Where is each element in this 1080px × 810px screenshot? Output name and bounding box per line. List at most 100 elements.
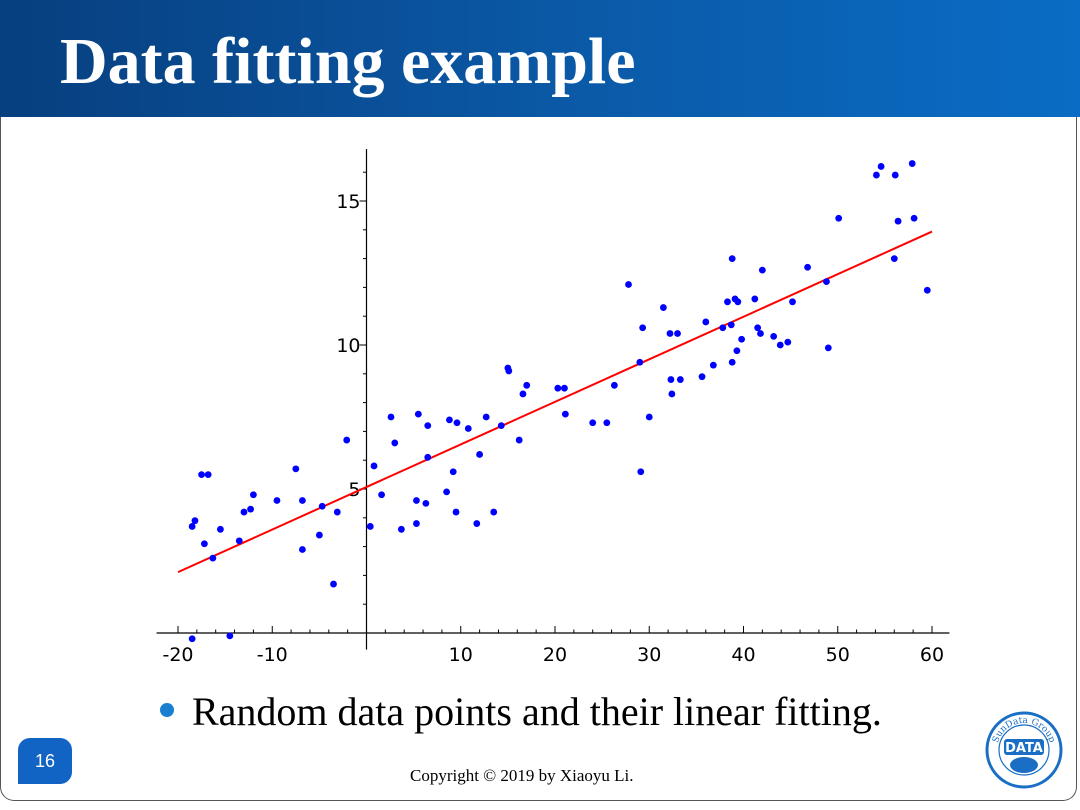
x-tick-label: 30 (637, 644, 661, 666)
data-point (758, 266, 766, 274)
data-point (770, 332, 778, 340)
data-point (413, 497, 420, 504)
data-point (734, 298, 742, 306)
data-point (637, 468, 645, 476)
data-point (639, 324, 647, 332)
data-point (554, 384, 562, 392)
data-point (674, 330, 681, 337)
data-point (645, 413, 653, 421)
data-point (200, 540, 208, 548)
data-point (235, 537, 243, 545)
data-point (659, 304, 667, 311)
data-point (603, 419, 611, 427)
data-point (387, 413, 395, 421)
data-point (894, 217, 902, 225)
data-point (343, 436, 351, 444)
data-point (188, 523, 196, 530)
data-point (391, 439, 399, 447)
data-point (890, 255, 898, 262)
data-point (519, 390, 527, 398)
data-point (666, 330, 674, 337)
data-point (719, 324, 727, 332)
data-point (490, 508, 498, 516)
data-point (561, 384, 568, 392)
x-tick-label: 60 (920, 644, 944, 666)
data-point (476, 451, 483, 458)
data-point (292, 465, 300, 473)
data-point (636, 358, 644, 366)
data-point (333, 508, 341, 516)
bullet-text: Random data points and their linear fitt… (192, 689, 882, 734)
data-point (330, 580, 337, 588)
data-point (473, 520, 481, 527)
data-point (824, 344, 832, 352)
data-point (482, 413, 490, 421)
title-bar: Data fitting example (0, 0, 1080, 117)
data-point (804, 263, 811, 271)
data-point (872, 171, 880, 179)
logo-center-text: DATA (1005, 741, 1043, 756)
data-point (702, 318, 710, 326)
data-point (709, 361, 717, 369)
x-tick-label: 50 (826, 644, 850, 666)
data-point (724, 298, 731, 306)
data-point (299, 546, 306, 553)
data-point (835, 214, 843, 222)
y-tick-label: 10 (336, 335, 360, 357)
data-point (422, 500, 430, 507)
x-tick-label: 10 (449, 644, 473, 666)
page-number-badge: 16 (18, 738, 72, 784)
x-tick-label: 40 (731, 644, 755, 666)
data-point (217, 525, 224, 533)
data-point (610, 381, 618, 389)
data-point (505, 367, 513, 375)
data-point (247, 505, 254, 513)
x-tick-label: -20 (162, 644, 193, 666)
data-point (273, 497, 281, 504)
data-point (299, 497, 306, 504)
data-point (910, 214, 918, 222)
data-point (668, 390, 676, 398)
data-point (453, 419, 461, 427)
data-point (188, 635, 196, 643)
scatter-chart: -20 -10 10 20 30 40 50 60 5 10 15 (156, 149, 950, 666)
data-point (204, 471, 212, 478)
data-point (757, 330, 764, 337)
data-point (452, 508, 460, 516)
fit-line (177, 230, 933, 574)
sundata-group-logo: SunData Group DATA (985, 711, 1063, 789)
data-point (751, 295, 759, 303)
bullet-dot-icon (160, 702, 174, 717)
data-point (728, 255, 736, 262)
page-number: 16 (34, 750, 56, 771)
data-point (789, 298, 796, 306)
data-point (923, 286, 931, 294)
data-point (728, 358, 736, 366)
data-point (625, 281, 632, 288)
data-point (497, 422, 505, 430)
data-point (198, 471, 205, 478)
data-point (561, 410, 569, 418)
data-point (449, 468, 457, 476)
data-point (443, 488, 451, 496)
data-point (908, 160, 916, 167)
data-point (413, 520, 420, 527)
data-point (370, 462, 378, 470)
data-point (698, 373, 706, 381)
data-point (784, 338, 792, 346)
data-point (250, 491, 257, 499)
data-point (877, 163, 885, 170)
data-point (209, 554, 217, 562)
data-point (589, 419, 597, 427)
slide-frame (0, 117, 1077, 801)
data-point (464, 425, 472, 432)
data-point (754, 324, 762, 332)
data-point (226, 632, 234, 640)
data-point (523, 381, 531, 389)
x-tick-label: -10 (257, 644, 288, 666)
data-point (667, 376, 675, 383)
data-point (424, 422, 432, 430)
data-point (378, 491, 385, 499)
data-point (315, 531, 323, 539)
y-tick-label: 5 (348, 479, 360, 501)
